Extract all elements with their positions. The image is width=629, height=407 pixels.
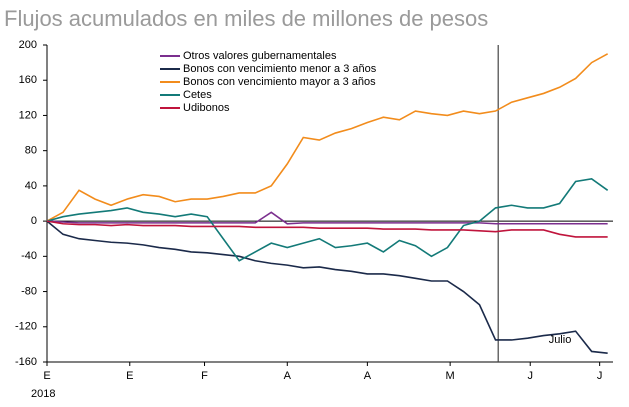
x-tick-label: J (597, 370, 603, 382)
x-tick-label: E (126, 370, 133, 382)
x-tick-label: A (364, 370, 372, 382)
x-tick-label: J (527, 370, 533, 382)
legend-label: Cetes (183, 89, 212, 101)
y-tick-label: 120 (19, 109, 37, 121)
x-tick-label: E (43, 370, 50, 382)
x-tick-label: F (201, 370, 208, 382)
y-tick-label: -120 (15, 321, 37, 333)
series-line (46, 220, 608, 238)
y-tick-label: 80 (25, 145, 37, 157)
x-tick-label: M (446, 370, 455, 382)
y-tick-label: 160 (19, 74, 37, 86)
series-line (46, 53, 609, 222)
chart-title: Flujos acumulados en miles de millones d… (4, 6, 488, 31)
x-sublabel: 2018 (31, 388, 55, 400)
legend-label: Udibonos (183, 102, 230, 114)
y-tick-label: -40 (21, 250, 37, 262)
y-tick-label: -160 (15, 356, 37, 368)
legend-label: Bonos con vencimiento menor a 3 años (183, 63, 377, 75)
y-tick-label: 200 (19, 39, 37, 51)
series-line (46, 178, 609, 262)
legend-label: Otros valores gubernamentales (183, 50, 337, 62)
y-tick-label: -80 (21, 285, 37, 297)
series-line (46, 220, 608, 354)
annotation: Julio (549, 334, 572, 346)
y-tick-label: 40 (25, 180, 37, 192)
x-tick-label: A (284, 370, 292, 382)
series-line (46, 211, 608, 225)
y-tick-label: 0 (31, 215, 37, 227)
legend-label: Bonos con vencimiento mayor a 3 años (183, 76, 376, 88)
